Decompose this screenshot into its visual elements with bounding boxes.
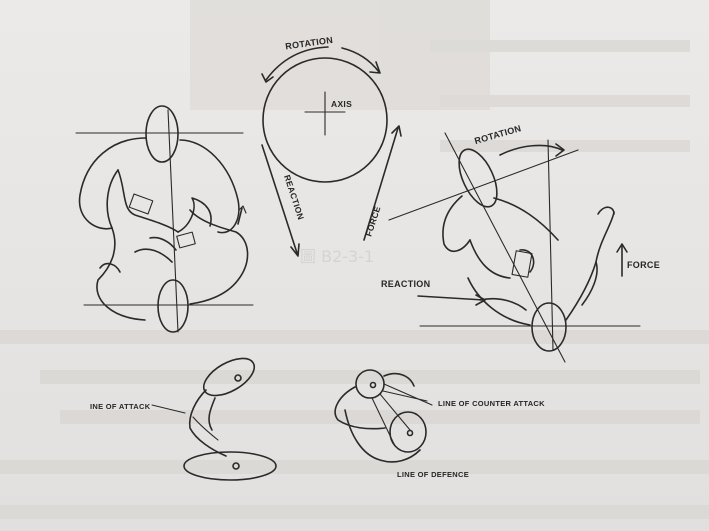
- line-of-counter-attack-label: LINE OF COUNTER ATTACK: [438, 399, 545, 408]
- line-of-defence-label: LINE OF DEFENCE: [397, 470, 469, 479]
- reaction-label-right: REACTION: [381, 279, 430, 289]
- rotation-axis-diagram: AXIS ROTATION REACTION FORCE: [261, 35, 402, 257]
- counter-attack-diagram: LINE OF COUNTER ATTACK LINE OF DEFENCE: [334, 369, 545, 479]
- attack-diagram: INE OF ATTACK: [90, 357, 277, 481]
- left-figure: [75, 105, 254, 333]
- force-label-far-right: FORCE: [627, 260, 660, 270]
- reaction-label-left: REACTION: [282, 174, 306, 222]
- bleed-caption: 圖 B2-3-1: [300, 247, 374, 266]
- force-arrow: [363, 127, 399, 241]
- player-head-bottom: [157, 279, 189, 333]
- force-label-right: FORCE: [363, 205, 382, 238]
- right-head-top: [458, 148, 498, 208]
- bleed-through-background: 圖 B2-3-1: [0, 0, 709, 519]
- rotation-circle: [262, 57, 388, 183]
- axis-label: AXIS: [331, 99, 352, 109]
- right-head-bottom: [531, 302, 567, 352]
- reaction-arrow: [261, 144, 298, 254]
- right-figure: ROTATION FORCE REACTION: [381, 123, 660, 363]
- player-head-top: [145, 105, 179, 163]
- line-of-attack-label: INE OF ATTACK: [90, 402, 151, 411]
- reaction-arrow-right: [417, 295, 485, 301]
